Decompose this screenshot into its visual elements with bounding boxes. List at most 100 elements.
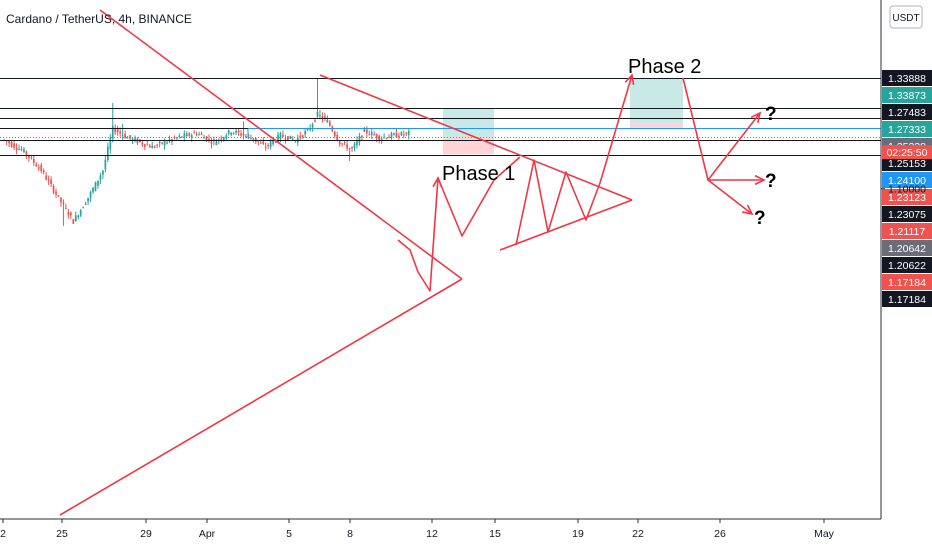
candle-body — [328, 121, 331, 127]
candle-body — [126, 137, 129, 139]
candle-body — [37, 167, 40, 169]
candle-body — [65, 207, 67, 209]
candle-body — [368, 134, 371, 136]
question-mark-flat: ? — [765, 171, 777, 192]
candle-body — [25, 151, 28, 156]
candle-body — [32, 159, 35, 163]
date-label: 8 — [347, 528, 353, 540]
candle-body — [161, 142, 163, 144]
candle-body — [321, 115, 324, 120]
candle-body — [210, 141, 213, 144]
price-label: 1.20622 — [888, 260, 926, 272]
candle-body — [57, 195, 60, 197]
candle-body — [148, 145, 151, 148]
candle-body — [267, 144, 270, 146]
date-label: 26 — [714, 528, 726, 540]
candle-body — [365, 129, 368, 134]
price-label-box — [882, 206, 932, 222]
candle-body — [178, 135, 181, 137]
date-label: 2 — [0, 528, 6, 540]
candle-body — [252, 138, 255, 141]
phase2-stop-zone — [630, 123, 683, 128]
candle-body — [35, 164, 38, 167]
candle-body — [230, 132, 233, 135]
candle-body — [153, 146, 156, 148]
pennant-lower-trendline — [499, 199, 633, 251]
question-mark-down: ? — [754, 208, 766, 229]
candle-body — [163, 141, 166, 146]
price-label-box — [882, 274, 932, 290]
triangle-upper-trendline — [99, 9, 463, 280]
candle-body — [291, 138, 294, 141]
candle-body — [185, 133, 188, 137]
phase1-target-zone — [443, 108, 494, 138]
price-label-box — [882, 291, 932, 307]
candle-body — [363, 128, 366, 132]
price-label-box — [882, 189, 932, 205]
candle-body — [104, 159, 107, 170]
candle-body — [77, 215, 80, 218]
candle-body — [269, 141, 272, 147]
candle-body — [336, 134, 339, 141]
candle-body — [124, 133, 126, 139]
candle-body — [405, 132, 408, 134]
phase2-label: Phase 2 — [628, 56, 701, 78]
candle-body — [23, 148, 25, 153]
candle-body — [319, 115, 321, 117]
candle-body — [326, 119, 329, 123]
candle-body — [208, 138, 210, 140]
candle-body — [47, 179, 50, 181]
currency-button[interactable]: USDT — [889, 5, 923, 29]
outcome-flat-arrowhead — [754, 174, 766, 186]
candle-body — [220, 138, 223, 140]
price-label: 1.23075 — [888, 209, 926, 221]
candle-body — [287, 136, 289, 141]
candle-body — [385, 138, 388, 140]
candle-body — [304, 131, 307, 135]
candle-body — [338, 140, 341, 145]
candle-body — [74, 215, 77, 221]
candle-body — [388, 137, 390, 139]
candle-body — [222, 137, 225, 141]
candle-body — [30, 157, 33, 159]
candle-body — [257, 141, 260, 143]
candle-body — [119, 131, 122, 134]
date-label: 5 — [286, 528, 292, 540]
candle-body — [356, 140, 358, 146]
price-label-box — [882, 240, 932, 256]
candle-body — [262, 141, 265, 144]
candle-body — [69, 212, 72, 216]
candle-body — [259, 142, 262, 144]
candle-body — [156, 144, 159, 146]
chart-title: Cardano / TetherUS, 4h, BINANCE — [6, 12, 192, 26]
candle-body — [407, 131, 410, 136]
date-label: 19 — [572, 528, 584, 540]
candle-body — [116, 129, 119, 133]
question-mark-up: ? — [765, 104, 777, 125]
candle-body — [378, 135, 381, 141]
price-label-box — [882, 121, 932, 137]
candlesticks — [3, 78, 410, 226]
candle-body — [67, 212, 70, 216]
candle-body — [114, 128, 117, 133]
candle-body — [45, 175, 48, 180]
candle-body — [316, 111, 319, 117]
time-scale[interactable] — [0, 518, 932, 550]
date-label: 25 — [56, 528, 68, 540]
candle-body — [82, 207, 85, 209]
candle-body — [42, 170, 45, 173]
candle-body — [180, 136, 183, 138]
candle-body — [227, 129, 230, 134]
position-zones — [443, 78, 683, 155]
candle-body — [84, 203, 87, 205]
candle-body — [225, 135, 228, 139]
candle-body — [250, 138, 252, 140]
horizontal-levels — [0, 78, 881, 156]
candle-body — [254, 138, 257, 142]
phase2-pattern-path — [515, 74, 633, 246]
candle-body — [272, 140, 274, 145]
candle-body — [314, 120, 316, 122]
candle-body — [97, 180, 99, 186]
candle-body — [311, 124, 314, 128]
